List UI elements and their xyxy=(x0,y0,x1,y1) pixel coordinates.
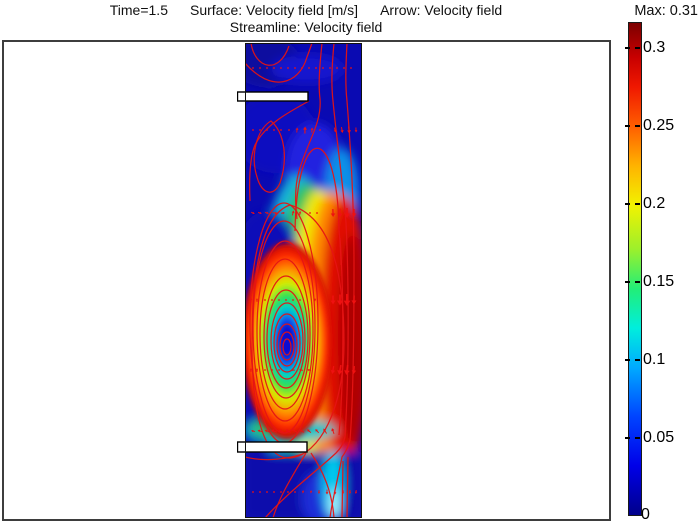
plot-title: Time=1.5 Surface: Velocity field [m/s] Arr… xyxy=(0,2,612,36)
colorbar-label: 0.25 xyxy=(643,117,675,134)
colorbar-tick xyxy=(635,281,640,283)
colorbar-label: 0.1 xyxy=(643,351,666,368)
colorbar xyxy=(628,22,642,516)
colorbar-tick xyxy=(635,203,640,205)
baffle-bottom xyxy=(237,441,308,453)
colorbar-tick xyxy=(635,437,640,439)
colorbar-label: 0.05 xyxy=(643,429,675,446)
plot-title-line1: Time=1.5 Surface: Velocity field [m/s] Arr… xyxy=(0,2,612,19)
velocity-field-plot xyxy=(237,43,362,518)
arrows-layer xyxy=(249,67,358,495)
colorbar-tick xyxy=(625,47,630,49)
title-time: Time=1.5 xyxy=(109,2,168,18)
title-surface: Surface: Velocity field [m/s] xyxy=(189,2,359,18)
plot-title-line2: Streamline: Velocity field xyxy=(229,19,383,35)
colorbar-tick xyxy=(625,437,630,439)
colorbar-tick xyxy=(635,125,640,127)
colorbar-label: 0.15 xyxy=(643,273,675,290)
baffle-top xyxy=(237,91,309,102)
colorbar-tick xyxy=(625,203,630,205)
title-arrow: Arrow: Velocity field xyxy=(380,2,503,18)
colorbar-tick xyxy=(625,281,630,283)
max-value-label: Max: 0.31 xyxy=(634,3,698,19)
colorbar-tick xyxy=(625,125,630,127)
colorbar-label: 0.2 xyxy=(643,195,666,212)
colorbar-label: 0 xyxy=(641,506,650,523)
colorbar-tick xyxy=(625,359,630,361)
colorbar-tick xyxy=(635,47,640,49)
channel-border xyxy=(245,43,362,518)
streamlines-layer xyxy=(245,43,355,518)
colorbar-tick xyxy=(635,359,640,361)
colorbar-label: 0.3 xyxy=(643,39,666,56)
